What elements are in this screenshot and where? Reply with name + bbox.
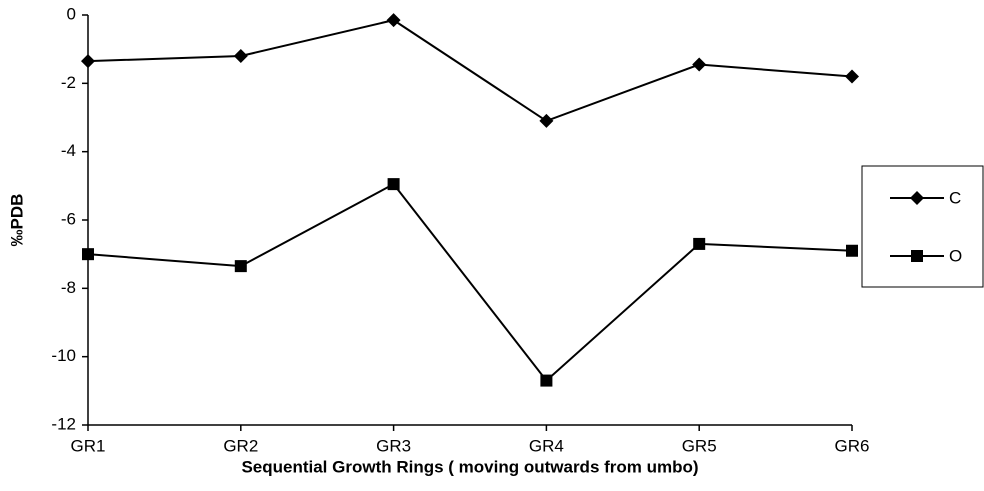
x-tick-label: GR6 [835,436,870,455]
data-point [692,57,707,72]
data-point [693,237,706,250]
legend-marker [910,191,924,205]
data-point [386,13,401,28]
y-axis-label: ‰PDB [7,194,26,247]
y-tick-label: -6 [61,209,76,228]
y-tick-label: -2 [61,73,76,92]
data-line [87,19,853,123]
y-tick-label: -4 [61,141,76,160]
x-tick-label: GR3 [376,436,411,455]
y-tick-label: -8 [61,278,76,297]
x-axis-label: Sequential Growth Rings ( moving outward… [241,457,698,476]
data-line [87,182,853,383]
data-point [233,49,248,63]
y-tick-label: -10 [51,346,76,365]
legend-label: O [949,246,962,265]
data-point [539,113,554,128]
legend-box [861,165,984,288]
data-point [234,260,247,273]
y-tick-label: 0 [67,4,76,23]
data-point [82,248,94,261]
x-tick-label: GR5 [682,436,717,455]
legend-marker [911,250,923,262]
x-tick-label: GR1 [71,436,106,455]
y-tick-label: -12 [51,414,76,433]
data-point [540,374,553,387]
data-point [81,54,95,69]
legend-label: C [949,188,961,207]
data-point [845,69,859,84]
x-tick-label: GR4 [529,436,564,455]
data-point [387,178,400,191]
data-point [846,244,858,257]
x-tick-label: GR2 [223,436,258,455]
